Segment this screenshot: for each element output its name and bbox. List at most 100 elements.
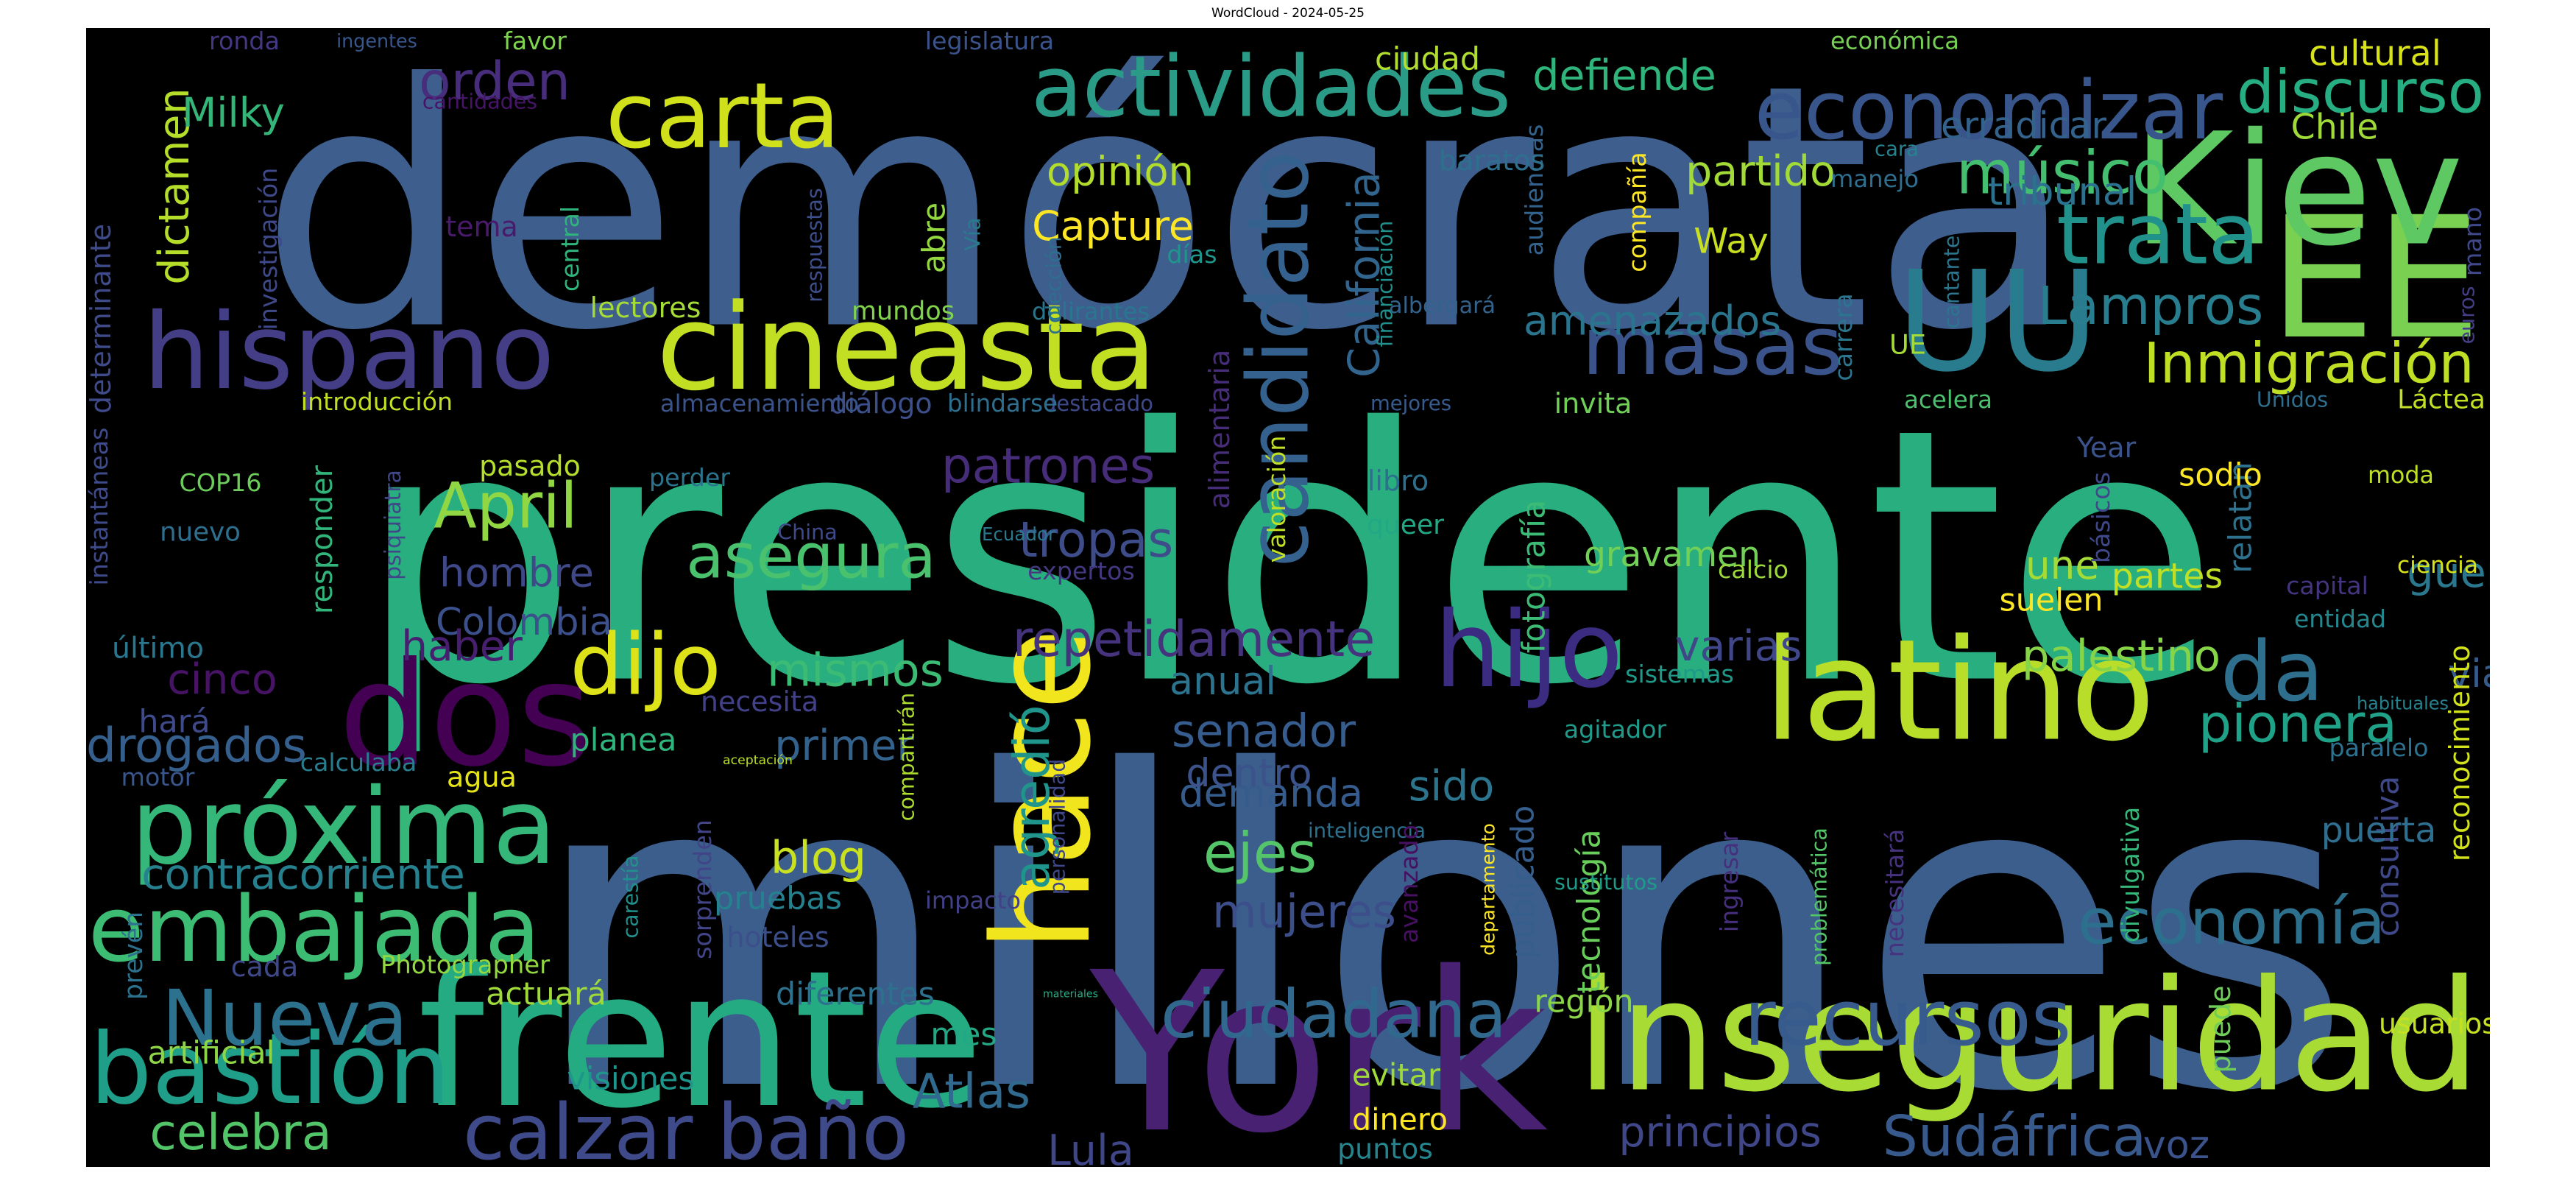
word-cada: cada: [231, 950, 299, 983]
word-pionera: pionera: [2198, 694, 2397, 755]
word-ciudad: ciudad: [1375, 41, 1480, 78]
word-pruebas: pruebas: [714, 881, 842, 917]
word-materiales: materiales: [1043, 989, 1098, 1001]
word-proxima: próxima: [131, 766, 557, 888]
word-evitar: evitar: [1352, 1058, 1441, 1093]
word-palestino: palestino: [2022, 630, 2221, 681]
word-habituales: habituales: [2357, 694, 2449, 714]
word-contracorriente: contracorriente: [141, 850, 465, 899]
word-ee: EE: [2269, 180, 2481, 376]
word-dinero: dinero: [1352, 1102, 1448, 1138]
word-discurso: discurso: [2237, 58, 2484, 127]
word-kiev: Kiev: [2132, 100, 2463, 281]
word-region: región: [1534, 984, 1633, 1020]
word-tecnologia: tecnología: [1571, 829, 1608, 993]
word-compania: compañía: [1623, 152, 1652, 272]
word-puntos: puntos: [1337, 1133, 1433, 1165]
word-haber: haber: [401, 622, 523, 671]
word-lampros: Lampros: [2038, 275, 2264, 336]
word-partido: partido: [1685, 147, 1836, 196]
word-tropas: tropas: [1019, 511, 1173, 568]
word-impacto: impacto: [925, 886, 1021, 914]
word-audiencias: audiencias: [1520, 124, 1549, 256]
word-dialogo: diálogo: [829, 387, 932, 420]
word-dictamen: dictamen: [150, 88, 199, 284]
word-way: Way: [1694, 222, 1768, 262]
word-varias: varias: [1675, 622, 1802, 671]
word-inmigracion: Inmigración: [2143, 331, 2474, 396]
word-ciencia: ciencia: [2397, 552, 2478, 579]
word-senador: senador: [1172, 705, 1356, 758]
word-drogados: drogados: [86, 719, 307, 774]
word-suelen: suelen: [1999, 582, 2103, 619]
word-carta: carta: [606, 63, 840, 169]
word-ue: UE: [1889, 329, 1926, 361]
word-relatan: relatan: [2223, 462, 2260, 573]
word-millones: millones: [529, 680, 2353, 1167]
word-euros: euros: [2455, 286, 2480, 345]
word-via: Vía: [961, 218, 986, 251]
word-compartiran: compartirán: [895, 693, 919, 821]
word-asegura: asegura: [686, 521, 936, 593]
word-principios: principios: [1618, 1108, 1821, 1157]
word-cinco: cinco: [167, 655, 277, 704]
word-actuara: actuará: [486, 976, 606, 1013]
word-california: California: [1339, 172, 1390, 378]
word-almacenamiento: almacenamiento: [660, 389, 859, 417]
word-ingresar: ingresar: [1715, 832, 1744, 933]
word-consultiva: consultiva: [2370, 776, 2407, 937]
word-dentro: dentro: [1186, 751, 1312, 796]
word-sustitutos: sustitutos: [1554, 870, 1657, 895]
word-agitador: agitador: [1564, 715, 1667, 744]
word-sido: sido: [1409, 762, 1495, 811]
word-cop16: COP16: [180, 468, 262, 497]
word-uu: UU: [1897, 242, 2099, 403]
word-cantidades: cantidades: [422, 90, 537, 114]
word-guerra: guerra: [2407, 549, 2490, 597]
word-agredio: agredió: [1003, 705, 1061, 889]
word-ejes: ejes: [1203, 820, 1317, 886]
word-york: York: [1086, 925, 1548, 1167]
word-publicado: publicado: [1505, 805, 1542, 959]
word-democrata: demócrata: [259, 28, 2076, 404]
word-economica: económica: [1830, 28, 1959, 55]
word-capture: Capture: [1032, 203, 1194, 250]
word-preven: prevén: [119, 911, 149, 1000]
word-respuestas: respuestas: [803, 188, 827, 303]
word-photographer: Photographer: [381, 950, 550, 979]
word-reconocimiento: reconocimiento: [2444, 645, 2476, 861]
word-planea: planea: [570, 722, 677, 759]
word-inteligencia: inteligencia: [1308, 819, 1426, 843]
word-libro: libro: [1367, 465, 1429, 497]
word-presidente: presidente: [356, 355, 2219, 762]
word-calculaba: calculaba: [300, 748, 417, 777]
word-paralelo: paralelo: [2329, 733, 2429, 762]
word-sodio: sodio: [2179, 457, 2262, 494]
word-orden: orden: [419, 51, 570, 112]
word-economizar: economizar: [1755, 64, 2223, 158]
word-mundos: mundos: [852, 297, 955, 326]
word-hara: hará: [138, 704, 210, 741]
word-sistemas: sistemas: [1625, 660, 1734, 688]
word-nuevo: nuevo: [160, 518, 241, 548]
word-actividades: actividades: [1031, 38, 1511, 136]
word-entidad: entidad: [2294, 604, 2386, 633]
word-nueva: Nueva: [162, 973, 408, 1063]
word-gravamen: gravamen: [1584, 535, 1761, 575]
word-une: une: [2025, 543, 2099, 588]
word-usuarios: usuarios: [2379, 1008, 2490, 1040]
word-da: da: [2221, 624, 2324, 720]
word-instantaneas: instantáneas: [86, 427, 113, 585]
word-abre: abre: [916, 202, 953, 273]
word-central: central: [556, 206, 584, 292]
word-candidato: candidato: [1230, 151, 1328, 568]
word-defiende: defiende: [1532, 52, 1716, 100]
word-blindarse: blindarse: [947, 389, 1058, 417]
word-demanda: demanda: [1179, 772, 1363, 817]
word-frente: frente: [418, 931, 984, 1150]
word-cineasta: cineasta: [657, 279, 1158, 417]
word-moda: moda: [2368, 462, 2434, 489]
word-necesita: necesita: [701, 685, 818, 718]
word-partes: partes: [2112, 557, 2223, 597]
word-cultural: cultural: [2309, 34, 2441, 74]
